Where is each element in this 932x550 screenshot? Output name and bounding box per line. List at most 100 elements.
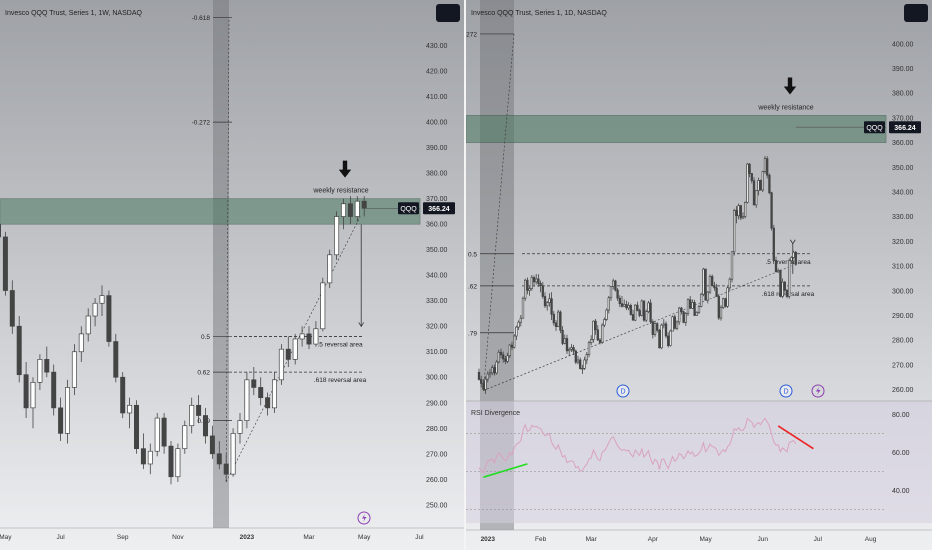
candle[interactable] xyxy=(667,332,670,348)
candle[interactable] xyxy=(508,343,511,359)
candle[interactable] xyxy=(244,372,250,429)
candle[interactable] xyxy=(689,295,692,309)
candle[interactable] xyxy=(543,292,547,308)
candle[interactable] xyxy=(513,334,516,349)
candle[interactable] xyxy=(535,274,538,285)
candle[interactable] xyxy=(730,251,734,283)
candle[interactable] xyxy=(488,368,492,378)
candle[interactable] xyxy=(552,311,555,326)
candle[interactable] xyxy=(565,334,569,355)
weekly-chart-panel[interactable]: weekly resistance-0.618-0.2720.50.620.79… xyxy=(0,0,464,550)
candle[interactable] xyxy=(682,310,685,324)
candle[interactable] xyxy=(548,293,551,307)
candle[interactable] xyxy=(574,349,577,365)
candle[interactable] xyxy=(792,250,795,259)
candle[interactable] xyxy=(161,412,167,454)
candle[interactable] xyxy=(653,321,657,337)
candle[interactable] xyxy=(216,441,222,470)
candle[interactable] xyxy=(334,211,340,260)
candle[interactable] xyxy=(521,296,525,319)
candle[interactable] xyxy=(23,361,29,419)
weekly-chart-svg[interactable]: weekly resistance-0.618-0.2720.50.620.79… xyxy=(0,0,464,550)
candle[interactable] xyxy=(497,349,500,364)
candle[interactable] xyxy=(684,312,687,326)
candle[interactable] xyxy=(557,309,560,328)
candle[interactable] xyxy=(755,190,758,208)
candle[interactable] xyxy=(680,306,683,315)
candle[interactable] xyxy=(759,179,762,191)
candle[interactable] xyxy=(741,212,745,220)
candle[interactable] xyxy=(675,320,679,331)
candle[interactable] xyxy=(609,285,613,301)
candle[interactable] xyxy=(99,285,105,317)
candle[interactable] xyxy=(785,288,789,299)
candle[interactable] xyxy=(493,364,496,376)
panel-divider[interactable] xyxy=(464,0,466,550)
candle[interactable] xyxy=(347,196,353,225)
candle[interactable] xyxy=(546,300,549,311)
candle[interactable] xyxy=(572,344,575,356)
candle[interactable] xyxy=(704,268,707,301)
candle[interactable] xyxy=(30,377,36,429)
candle[interactable] xyxy=(715,283,718,297)
candle[interactable] xyxy=(568,347,571,356)
candle[interactable] xyxy=(651,319,654,339)
candle[interactable] xyxy=(693,299,696,316)
candle[interactable] xyxy=(120,372,126,419)
candle[interactable] xyxy=(506,352,509,364)
candle[interactable] xyxy=(686,298,690,316)
candle[interactable] xyxy=(539,280,542,293)
candle[interactable] xyxy=(0,201,1,242)
candle[interactable] xyxy=(706,291,709,304)
candle[interactable] xyxy=(645,309,648,323)
candle[interactable] xyxy=(541,281,544,299)
candle[interactable] xyxy=(726,286,729,308)
candle[interactable] xyxy=(477,368,481,381)
candle[interactable] xyxy=(757,177,760,196)
candle[interactable] xyxy=(524,278,527,301)
candle[interactable] xyxy=(620,295,624,308)
candle[interactable] xyxy=(510,341,514,351)
candle[interactable] xyxy=(638,308,641,318)
candle[interactable] xyxy=(579,357,582,370)
candle[interactable] xyxy=(92,298,98,327)
dividend-icon[interactable] xyxy=(616,384,630,398)
candle[interactable] xyxy=(532,275,536,287)
candle[interactable] xyxy=(752,177,756,206)
candle[interactable] xyxy=(605,308,608,321)
candle[interactable] xyxy=(147,443,153,475)
candle[interactable] xyxy=(618,295,621,308)
candle[interactable] xyxy=(16,316,22,383)
candle[interactable] xyxy=(237,412,243,444)
candle[interactable] xyxy=(774,256,778,273)
candle[interactable] xyxy=(495,360,498,375)
candle[interactable] xyxy=(746,162,749,204)
candle[interactable] xyxy=(722,297,725,310)
candle[interactable] xyxy=(585,352,588,365)
candle[interactable] xyxy=(113,333,119,383)
candle[interactable] xyxy=(708,274,712,295)
candle[interactable] xyxy=(154,412,160,457)
candle[interactable] xyxy=(71,344,77,396)
candle[interactable] xyxy=(750,172,753,184)
candle[interactable] xyxy=(554,319,558,332)
candle[interactable] xyxy=(737,203,740,220)
candle[interactable] xyxy=(640,299,643,317)
candle[interactable] xyxy=(735,206,738,224)
candle[interactable] xyxy=(649,299,652,324)
candle[interactable] xyxy=(629,303,632,316)
candle[interactable] xyxy=(78,326,84,362)
daily-chart-panel[interactable]: weekly resistance 272 0.5.62.79.5 reversal… xyxy=(466,0,932,550)
chart-menu-button[interactable] xyxy=(436,4,460,22)
candle[interactable] xyxy=(697,304,701,315)
candle[interactable] xyxy=(85,308,91,342)
candle[interactable] xyxy=(51,364,57,416)
candle[interactable] xyxy=(768,173,771,195)
candle[interactable] xyxy=(678,306,681,325)
candle[interactable] xyxy=(189,397,195,434)
candle[interactable] xyxy=(482,379,485,391)
candle[interactable] xyxy=(2,231,8,296)
candle[interactable] xyxy=(550,292,553,320)
dividend-icon[interactable] xyxy=(779,384,793,398)
